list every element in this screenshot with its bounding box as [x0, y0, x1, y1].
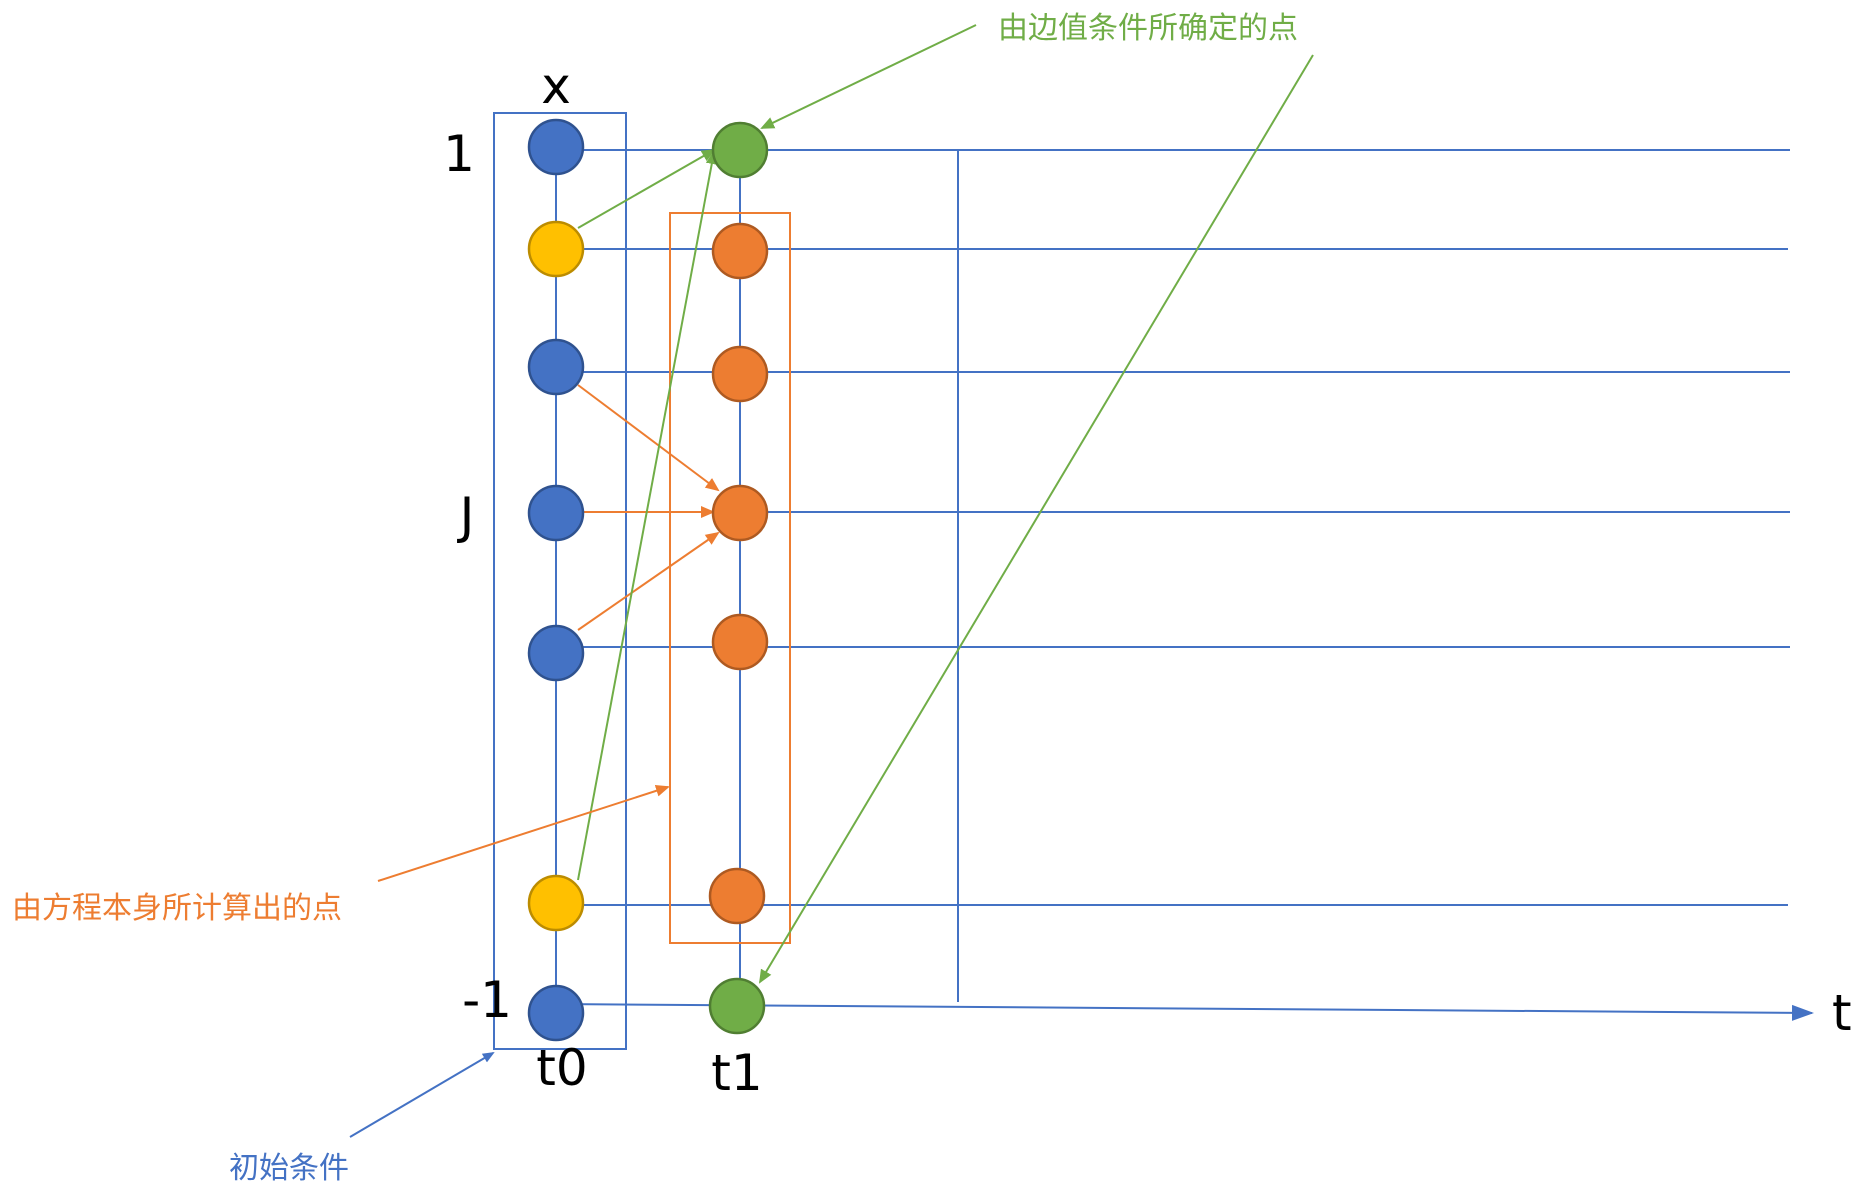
yellow-bottom-to-green-top-arrow: [577, 150, 718, 881]
node-t1-row-3: [711, 345, 769, 403]
column-t0-label: t0: [536, 1039, 587, 1097]
t-axis-line: [555, 1003, 1814, 1021]
equation-note-arrow: [377, 784, 670, 882]
column-t1-label: t1: [711, 1044, 762, 1102]
node-t0-row-4: [527, 484, 585, 542]
equation-points-box: [669, 212, 791, 944]
stencil-arrow-lower: [577, 531, 720, 631]
initial-note-arrow: [349, 1051, 495, 1138]
y-top-label: 1: [443, 125, 475, 183]
t-axis-label: t: [1832, 984, 1852, 1042]
initial-condition-box: [493, 112, 627, 1050]
node-t0-row-1: [527, 118, 585, 176]
node-t0-row-7: [527, 984, 585, 1042]
stencil-arrow-upper: [577, 384, 720, 492]
node-t0-row-3: [527, 338, 585, 396]
column-t0-nodes: [527, 118, 585, 1042]
boundary-note-to-green-bottom-arrow: [758, 54, 1314, 984]
node-t1-row-4: [711, 484, 769, 542]
node-t1-row-5: [711, 613, 769, 671]
boundary-arrows: [577, 24, 1314, 984]
column-t1-nodes: [708, 121, 769, 1035]
stencil-arrows: [577, 384, 720, 631]
x-axis-label: x: [541, 57, 571, 115]
y-mid-label: J: [457, 487, 475, 545]
node-t0-row-2: [527, 220, 585, 278]
initial-condition-note: 初始条件: [229, 1151, 349, 1186]
equation-computed-note: 由方程本身所计算出的点: [12, 891, 342, 926]
node-t1-row-7: [708, 977, 766, 1035]
node-t0-row-5: [527, 624, 585, 682]
yellow-top-to-green-top-arrow: [577, 149, 716, 229]
node-t1-row-1: [711, 121, 769, 179]
y-bottom-label: -1: [462, 971, 512, 1029]
boundary-note-to-green-top-arrow: [760, 24, 977, 129]
node-t1-row-2: [711, 222, 769, 280]
boundary-condition-note: 由边值条件所确定的点: [998, 11, 1298, 46]
node-t0-row-6: [527, 874, 585, 932]
node-t1-row-6: [708, 867, 766, 925]
